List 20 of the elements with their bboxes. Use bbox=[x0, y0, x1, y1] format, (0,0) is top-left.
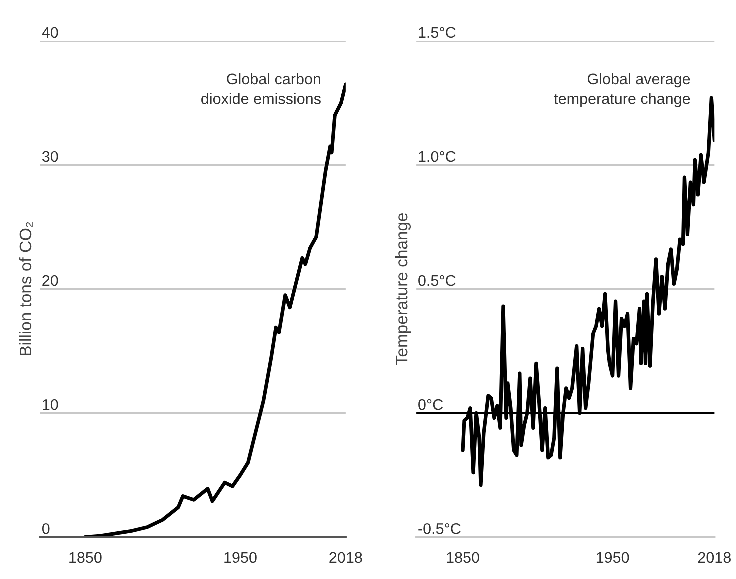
x-tick-label: 1850 bbox=[70, 552, 102, 564]
x-tick-label: 2018 bbox=[330, 552, 362, 564]
y-axis-title: Temperature change bbox=[395, 214, 412, 366]
y-tick-label: 1.0°C bbox=[419, 151, 456, 162]
y-tick-label: 30 bbox=[42, 151, 58, 162]
y-tick-label: 0°C bbox=[418, 399, 444, 410]
y-tick-label: 0 bbox=[42, 523, 50, 534]
annotation: Global average temperature change bbox=[554, 73, 690, 108]
y-tick-label: 20 bbox=[42, 275, 58, 286]
y-tick-label: 1.5°C bbox=[419, 27, 456, 38]
y-axis-title: Billion tons of CO₂ bbox=[19, 222, 33, 356]
x-tick-label: 2018 bbox=[698, 552, 731, 564]
y-tick-label: -0.5°C bbox=[418, 523, 461, 534]
y-tick-label: 0.5°C bbox=[418, 275, 456, 286]
annotation: Global carbon dioxide emissions bbox=[202, 73, 321, 104]
y-tick-label: 10 bbox=[43, 399, 58, 410]
x-tick-label: 1950 bbox=[596, 552, 630, 564]
x-tick-label: 1950 bbox=[224, 552, 257, 564]
x-tick-label: 1850 bbox=[447, 552, 480, 564]
y-tick-label: 40 bbox=[42, 27, 58, 38]
